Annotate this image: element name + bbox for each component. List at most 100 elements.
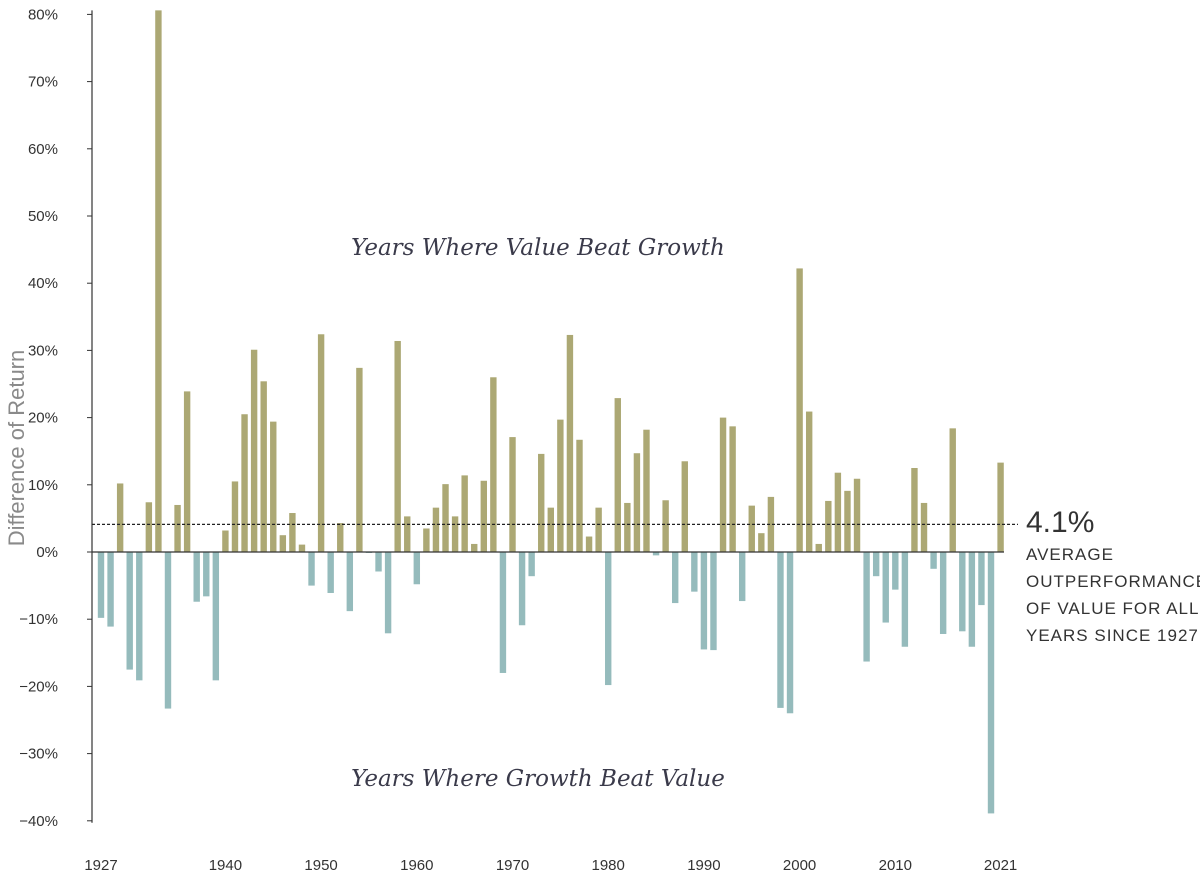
bars-group bbox=[97, 10, 1004, 814]
bar-1999 bbox=[786, 552, 794, 714]
bar-1956 bbox=[375, 552, 382, 572]
bar-2008 bbox=[872, 552, 880, 577]
bar-1948 bbox=[298, 544, 306, 552]
bar-1998 bbox=[777, 552, 784, 708]
bar-1940 bbox=[222, 530, 229, 552]
bar-1932 bbox=[145, 502, 153, 552]
y-tick-label: −10% bbox=[19, 611, 58, 628]
y-tick-label: −40% bbox=[19, 813, 58, 830]
y-tick-label: 60% bbox=[28, 141, 58, 158]
bar-1995 bbox=[748, 505, 755, 552]
bar-1950 bbox=[317, 334, 325, 552]
bar-1933 bbox=[155, 10, 162, 553]
bar-1961 bbox=[423, 528, 430, 552]
bar-1962 bbox=[432, 507, 440, 552]
average-desc-line-2: OUTPERFORMANCE bbox=[1026, 572, 1200, 591]
bar-1964 bbox=[451, 516, 459, 552]
bar-1952 bbox=[337, 523, 344, 552]
average-desc-line-4: YEARS SINCE 1927 bbox=[1026, 626, 1199, 645]
bar-1975 bbox=[557, 419, 564, 552]
bar-2017 bbox=[959, 552, 966, 632]
bar-1928 bbox=[107, 552, 114, 627]
bar-1937 bbox=[193, 552, 200, 602]
bar-1957 bbox=[384, 552, 392, 634]
bar-1971 bbox=[518, 552, 526, 626]
x-tick-label: 2000 bbox=[783, 857, 816, 874]
bar-2019 bbox=[978, 552, 985, 606]
bar-2021 bbox=[997, 462, 1004, 552]
bar-1967 bbox=[480, 480, 487, 552]
bar-1951 bbox=[327, 552, 334, 593]
bar-1969 bbox=[499, 552, 507, 673]
bar-2013 bbox=[920, 502, 928, 552]
x-tick-label: 1950 bbox=[304, 857, 337, 874]
bar-1949 bbox=[308, 552, 315, 586]
bar-1944 bbox=[260, 381, 267, 552]
y-tick-label: 80% bbox=[28, 6, 58, 23]
bar-1997 bbox=[767, 496, 775, 552]
bar-1979 bbox=[595, 507, 602, 552]
bar-1973 bbox=[538, 453, 545, 552]
bar-1936 bbox=[183, 391, 191, 552]
bar-1988 bbox=[681, 461, 688, 552]
bar-2004 bbox=[834, 472, 842, 552]
bar-1960 bbox=[413, 552, 421, 585]
bar-2020 bbox=[987, 552, 995, 814]
y-axis-ticks: 80% 70% 60% 50% 40% 30% 20% 10% 0% −10% −20% −30% −4… bbox=[19, 6, 92, 830]
bar-1976 bbox=[566, 334, 574, 552]
y-tick-label: 10% bbox=[28, 477, 58, 494]
bar-1980 bbox=[605, 552, 612, 686]
bar-1934 bbox=[164, 552, 172, 709]
y-tick-label: −20% bbox=[19, 678, 58, 695]
bar-1985 bbox=[652, 552, 660, 556]
y-tick-label: 0% bbox=[36, 544, 58, 561]
bar-2005 bbox=[844, 490, 851, 552]
bar-1931 bbox=[136, 552, 143, 681]
bar-1989 bbox=[691, 552, 698, 592]
y-tick-label: 40% bbox=[28, 275, 58, 292]
x-tick-label: 2010 bbox=[879, 857, 912, 874]
x-tick-label: 1970 bbox=[496, 857, 529, 874]
bar-1990 bbox=[700, 552, 708, 650]
bar-2006 bbox=[853, 478, 861, 552]
bar-2007 bbox=[863, 552, 870, 662]
bar-1947 bbox=[289, 513, 296, 552]
bar-1972 bbox=[528, 552, 535, 577]
annotation-value-beat-growth: Years Where Value Beat Growth bbox=[351, 235, 725, 261]
x-tick-label: 1940 bbox=[209, 857, 242, 874]
bar-2018 bbox=[968, 552, 976, 647]
y-tick-label: 20% bbox=[28, 410, 58, 427]
x-tick-label: 1980 bbox=[592, 857, 625, 874]
bar-2014 bbox=[930, 552, 937, 569]
y-tick-label: 50% bbox=[28, 208, 58, 225]
bar-1996 bbox=[758, 533, 765, 552]
bar-1935 bbox=[174, 504, 181, 552]
bar-2002 bbox=[815, 543, 822, 552]
average-value-label: 4.1% bbox=[1026, 506, 1094, 539]
bar-1986 bbox=[662, 500, 669, 552]
bar-2010 bbox=[892, 552, 899, 590]
bar-1966 bbox=[471, 543, 478, 552]
bar-1945 bbox=[270, 421, 277, 552]
bar-1941 bbox=[231, 481, 239, 552]
x-axis-ticks: 1927 1940 1950 1960 1970 1980 1990 2000 2010 2021 bbox=[84, 857, 1017, 874]
bar-1938 bbox=[203, 552, 210, 597]
bar-2000 bbox=[796, 268, 803, 552]
x-tick-label: 1990 bbox=[687, 857, 720, 874]
bar-1939 bbox=[212, 552, 220, 681]
bar-1927 bbox=[97, 552, 105, 618]
bar-1958 bbox=[394, 340, 401, 552]
bar-1942 bbox=[241, 414, 248, 552]
bar-1963 bbox=[442, 484, 449, 552]
bar-2015 bbox=[939, 552, 947, 634]
bar-1982 bbox=[624, 502, 631, 552]
bar-1992 bbox=[719, 417, 727, 552]
x-tick-label: 1927 bbox=[84, 857, 117, 874]
y-tick-label: −30% bbox=[19, 746, 58, 763]
bar-2009 bbox=[882, 552, 889, 623]
bar-2003 bbox=[825, 500, 832, 552]
bar-1994 bbox=[738, 552, 746, 602]
bar-1978 bbox=[585, 536, 593, 552]
bar-1930 bbox=[126, 552, 133, 670]
bar-1946 bbox=[279, 535, 287, 552]
